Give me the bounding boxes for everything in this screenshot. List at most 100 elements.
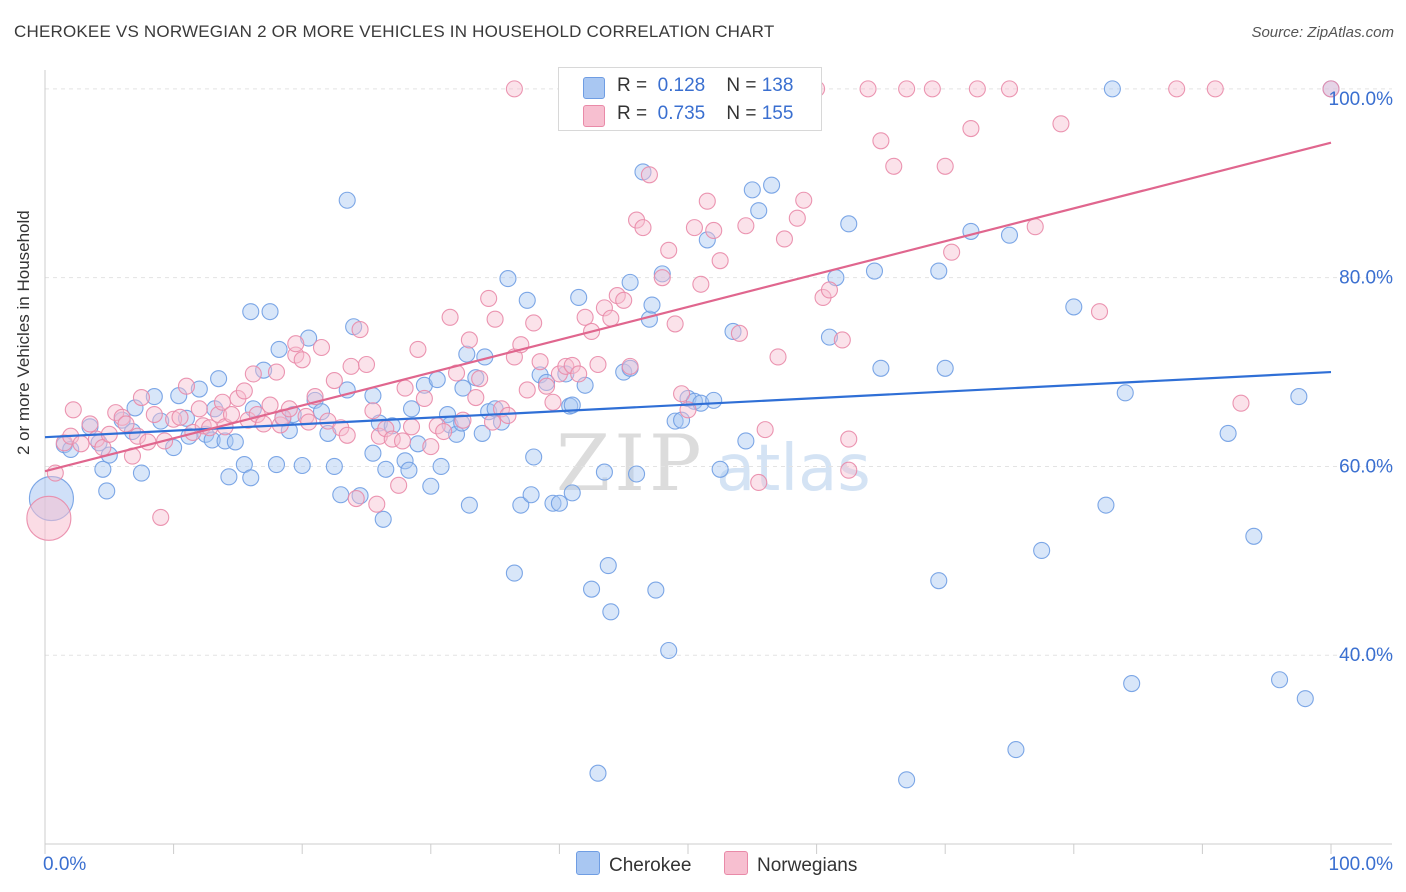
norwegian-point [859, 80, 877, 98]
cherokee-point [930, 262, 948, 280]
norwegian-point [1168, 80, 1186, 98]
norwegian-point [685, 219, 703, 237]
norwegian-point [1322, 80, 1340, 98]
norwegian-point [943, 243, 961, 261]
norwegian-point [64, 401, 82, 419]
norwegian-point [26, 495, 72, 541]
norwegian-point [287, 335, 305, 353]
cherokee-point [1290, 388, 1308, 406]
norwegian-point [898, 80, 916, 98]
correlation-legend: R = 0.128 N = 138 R = 0.735 N = 155 [558, 67, 822, 131]
norwegian-point [312, 338, 331, 357]
norwegian-trend-line [44, 141, 1332, 473]
norwegian-point [390, 476, 408, 494]
cherokee-point [473, 424, 491, 442]
norwegian-point [795, 191, 813, 209]
cherokee-point [1219, 424, 1237, 442]
norwegian-point [660, 241, 678, 259]
bottom-legend-cherokee: Cherokee [576, 851, 691, 877]
cherokee-point [242, 303, 260, 321]
cherokee-point [512, 496, 530, 514]
cherokee-point [432, 457, 450, 475]
cherokee-point [261, 303, 279, 321]
cherokee-point [537, 373, 556, 391]
cherokee-point [447, 425, 466, 443]
x-tick-label-start: 0.0% [43, 854, 86, 875]
norwegian-point [563, 356, 581, 374]
norwegian-point [885, 157, 903, 175]
cherokee-point [402, 400, 421, 418]
cherokee-point [653, 265, 671, 283]
cherokee-point [522, 486, 540, 504]
y-tick-label: 40.0% [1339, 645, 1393, 666]
norwegian-point [338, 426, 356, 444]
cherokee-point [1245, 527, 1263, 545]
norwegian-point [1000, 80, 1019, 98]
cherokee-point [673, 411, 691, 429]
norwegian-point [589, 355, 607, 374]
cherokee-point [1123, 674, 1141, 693]
norwegian-point [471, 370, 489, 388]
norwegian-point [570, 365, 588, 383]
cherokee-point [1007, 741, 1025, 759]
norwegian-point [595, 299, 613, 317]
norwegian-point [441, 308, 459, 326]
cherokee-point [255, 361, 273, 379]
norwegian-point [673, 385, 691, 403]
cherokee-point [422, 477, 440, 495]
norwegian-point [255, 415, 273, 433]
norwegian-point [544, 393, 562, 411]
cherokee-point [1296, 690, 1314, 708]
cherokee-point [563, 484, 581, 502]
legend-n-value: 155 [761, 103, 794, 124]
norwegian-point [557, 357, 575, 375]
cherokee-point [374, 510, 392, 528]
norwegian-point [962, 119, 980, 138]
norwegian-point [634, 219, 652, 237]
cherokee-point [190, 380, 208, 398]
legend-swatch-norwegians [583, 105, 605, 127]
cherokee-point [743, 181, 761, 199]
cherokee-point [325, 457, 343, 475]
norwegian-point [833, 331, 851, 349]
cherokee-point [312, 403, 331, 421]
chart-source: Source: ZipAtlas.com [1251, 24, 1394, 41]
norwegian-point [872, 132, 890, 150]
cherokee-point [930, 572, 948, 590]
norwegian-point [393, 432, 412, 450]
cherokee-trend-line [44, 370, 1332, 439]
norwegian-point [615, 291, 633, 309]
cherokee-point [332, 486, 350, 504]
norwegian-point [923, 80, 941, 98]
norwegian-point [1232, 394, 1250, 412]
cherokee-point [840, 215, 858, 233]
cherokee-point [1271, 671, 1289, 689]
norwegian-point [525, 314, 543, 332]
cherokee-point [458, 345, 476, 363]
norwegian-point [775, 230, 794, 248]
norwegian-point [711, 252, 729, 270]
cherokee-point [698, 231, 716, 249]
y-axis-label: 2 or more Vehicles in Household [14, 210, 33, 455]
norwegian-point [454, 411, 472, 429]
norwegian-point [480, 289, 498, 307]
norwegian-point [351, 321, 369, 339]
cherokee-point [544, 494, 562, 512]
cherokee-point [660, 641, 678, 660]
cherokee-point [132, 464, 150, 482]
norwegian-point [730, 324, 748, 342]
cherokee-point [1097, 496, 1115, 514]
norwegian-point [467, 388, 485, 407]
norwegian-point [840, 461, 858, 479]
norwegian-point [383, 430, 401, 448]
cherokee-point [518, 291, 536, 309]
norwegian-point [347, 489, 365, 508]
norwegian-point [261, 396, 279, 414]
x-tick-label-end: 100.0% [1329, 854, 1394, 875]
cherokee-point [145, 388, 163, 406]
norwegian-point [1052, 115, 1070, 133]
cherokee-point [643, 296, 661, 314]
cherokee-point [1065, 298, 1083, 316]
cherokee-point [602, 603, 620, 621]
bottom-legend-norwegians: Norwegians [724, 851, 857, 877]
